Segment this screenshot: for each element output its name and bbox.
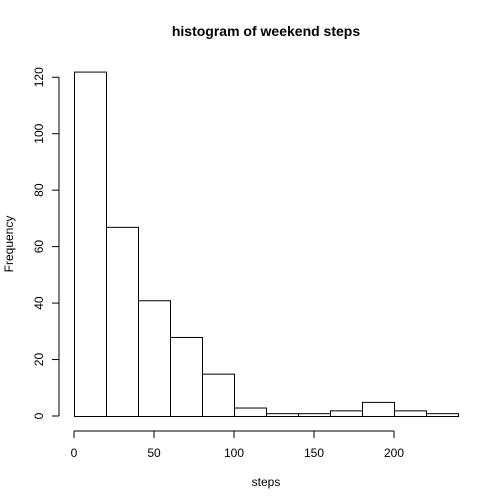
histogram-bar (266, 413, 299, 418)
x-tick-label: 50 (147, 446, 161, 460)
y-tick-label: 60 (32, 240, 46, 254)
y-tick-label: 20 (32, 353, 46, 367)
histogram-bar (394, 410, 427, 418)
y-axis-label: Frequency (2, 216, 16, 273)
y-tick-label: 0 (32, 412, 46, 419)
y-tick-label: 120 (32, 67, 46, 87)
histogram-bar (298, 413, 331, 418)
histogram-bar (330, 410, 363, 418)
y-tick-label: 100 (32, 123, 46, 143)
histogram-bar (362, 401, 395, 418)
y-axis: 0 20 40 60 80 100 120 (32, 67, 60, 419)
histogram-bar (426, 413, 459, 418)
histogram-bar (106, 226, 139, 417)
x-axis-label: steps (252, 475, 281, 489)
x-tick-label: 150 (304, 446, 324, 460)
y-tick-label: 40 (32, 296, 46, 310)
histogram-bar (234, 407, 267, 418)
histogram-bar (74, 71, 107, 418)
x-tick-label: 0 (71, 446, 78, 460)
x-axis: 0 50 100 150 200 (71, 430, 404, 460)
histogram-bar (138, 300, 171, 417)
histogram-bars (74, 71, 459, 418)
x-tick-label: 200 (384, 446, 404, 460)
chart-title: histogram of weekend steps (172, 23, 360, 39)
histogram-bar (170, 336, 203, 417)
x-tick-label: 100 (224, 446, 244, 460)
y-tick-label: 80 (32, 183, 46, 197)
histogram-bar (202, 373, 235, 417)
